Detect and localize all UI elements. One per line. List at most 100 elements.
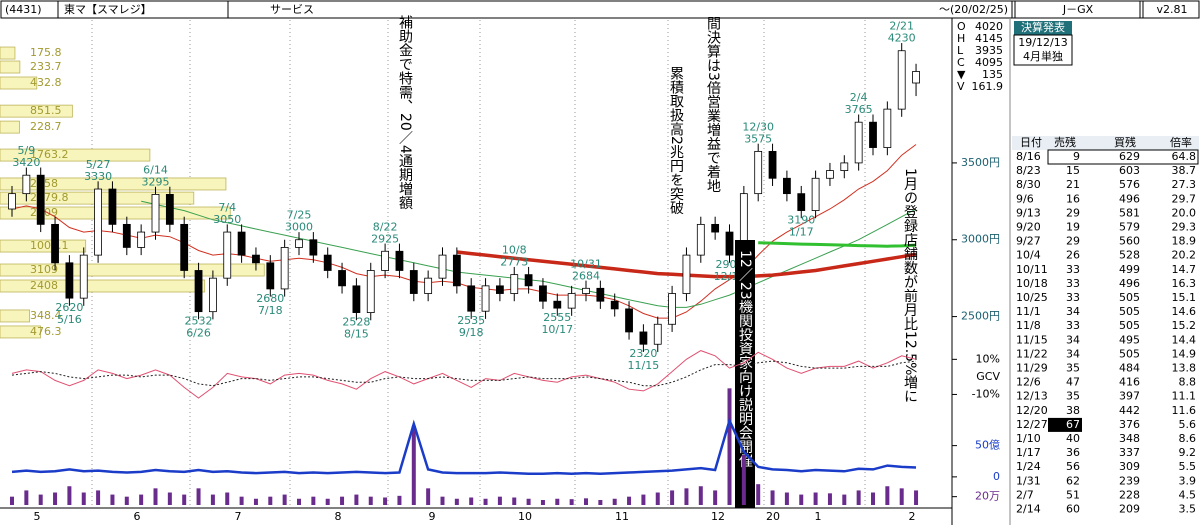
trough-price: 2535 xyxy=(457,314,485,327)
table-cell: 505 xyxy=(1119,347,1140,360)
volume-profile-label: 3109 xyxy=(30,263,58,276)
volume-profile-bar xyxy=(0,148,151,162)
candle-body xyxy=(79,254,88,299)
trough-date: 11/15 xyxy=(628,359,660,372)
x-tick-label: 2 xyxy=(909,510,916,523)
annotation: 12／23機関投資家向け説明会開催 xyxy=(737,250,753,468)
candle-body xyxy=(94,188,102,256)
volume-profile-label: 175.8 xyxy=(30,46,62,59)
candle-body xyxy=(481,285,490,312)
trough-date: 9/18 xyxy=(459,326,484,339)
x-tick-label: 5 xyxy=(34,510,41,523)
volume-profile-label: 233.7 xyxy=(30,60,62,73)
table-cell: 16 xyxy=(1066,192,1080,205)
candle-body xyxy=(36,174,45,225)
volume-bar xyxy=(584,498,588,505)
table-cell: 495 xyxy=(1119,333,1140,346)
volume-bar xyxy=(569,499,574,505)
peak-price: 3295 xyxy=(142,175,170,188)
table-cell: 11/29 xyxy=(1016,362,1048,375)
table-cell: 51 xyxy=(1066,488,1080,501)
volume-bar xyxy=(856,490,861,505)
table-cell: 12/27 xyxy=(1016,418,1048,431)
table-cell: 14.6 xyxy=(1172,305,1197,318)
table-cell: 40 xyxy=(1066,432,1080,445)
table-cell: 36 xyxy=(1066,446,1080,459)
candle-body xyxy=(137,231,146,248)
candle-body xyxy=(194,270,203,313)
table-cell: 33 xyxy=(1066,291,1080,304)
table-cell: 15.2 xyxy=(1172,319,1197,332)
table-cell: 8.8 xyxy=(1179,376,1197,389)
volume-profile-label: 228.7 xyxy=(30,120,62,133)
table-cell: 576 xyxy=(1119,178,1140,191)
table-cell: 209 xyxy=(1119,503,1140,516)
table-cell: 35 xyxy=(1066,390,1080,403)
candle-body xyxy=(553,300,562,309)
volume-bar xyxy=(67,486,72,505)
quote-value: 4145 xyxy=(975,32,1003,45)
y-tick-label: -10% xyxy=(972,387,1000,400)
volume-bar xyxy=(253,498,258,505)
y-tick-label: 3000円 xyxy=(961,233,1000,246)
candle-body xyxy=(22,174,31,195)
table-cell: 15 xyxy=(1066,164,1080,177)
oscillator-line xyxy=(11,350,917,399)
table-cell: 14.4 xyxy=(1172,333,1197,346)
earnings-basis: 4月単独 xyxy=(1023,49,1063,63)
quote-label: L xyxy=(957,44,964,57)
annotation: 間決算は3倍営業増益で着地 xyxy=(705,16,721,193)
table-header: 買残 xyxy=(1114,135,1136,149)
stock-name: 東マ【スマレジ】 xyxy=(64,3,152,16)
table-cell: 2/14 xyxy=(1016,503,1041,516)
table-cell: 10/11 xyxy=(1016,263,1048,276)
volume-bar xyxy=(340,496,345,505)
candle-body xyxy=(783,177,791,195)
table-cell: 309 xyxy=(1119,460,1140,473)
volume-profile-bar xyxy=(0,76,38,90)
y2-tick-label: 50億 xyxy=(975,439,1000,452)
candle-body xyxy=(151,194,160,233)
stock-code: (4431) xyxy=(5,3,42,16)
header-bar xyxy=(0,0,1200,19)
peak-price: 3330 xyxy=(84,170,112,183)
candle-body xyxy=(539,285,547,302)
turnover-label: V xyxy=(957,80,965,93)
peak-date: 7/4 xyxy=(218,201,236,214)
table-cell: 20.0 xyxy=(1172,206,1197,219)
earnings-box xyxy=(1013,34,1073,66)
table-cell: 10/18 xyxy=(1016,277,1048,290)
x-tick-label: 10 xyxy=(518,510,532,523)
volume-profile-label: 1008.1 xyxy=(30,239,69,252)
table-cell: 5.5 xyxy=(1179,460,1197,473)
table-cell: 14.7 xyxy=(1172,263,1197,276)
volume-profile-bar xyxy=(0,325,41,339)
table-cell: 12/13 xyxy=(1016,390,1048,403)
table-cell: 11/22 xyxy=(1016,347,1048,360)
table-cell: 18.9 xyxy=(1172,235,1197,248)
volume-profile-label: 2408 xyxy=(30,279,58,292)
table-cell: 29.7 xyxy=(1172,192,1197,205)
candle-body xyxy=(912,71,920,84)
x-tick-label: 9 xyxy=(429,510,436,523)
x-tick-label: 7 xyxy=(235,510,242,523)
volume-profile-bar xyxy=(0,46,16,60)
table-cell: 579 xyxy=(1119,221,1140,234)
table-cell: 60 xyxy=(1066,503,1080,516)
volume-bar xyxy=(239,496,244,505)
volume-bar xyxy=(124,496,129,505)
table-header: 日付 xyxy=(1020,136,1042,149)
change-value: 135 xyxy=(982,68,1003,81)
table-cell: 35 xyxy=(1066,362,1080,375)
table-cell: 499 xyxy=(1119,263,1140,276)
volume-bar xyxy=(899,488,904,505)
volume-bar xyxy=(24,490,29,505)
table-cell: 9/20 xyxy=(1016,221,1041,234)
volume-bar xyxy=(297,498,301,505)
table-cell: 20.2 xyxy=(1172,249,1197,262)
candle-body xyxy=(725,231,734,256)
quote-label: O xyxy=(957,20,966,33)
volume-bar xyxy=(325,498,330,505)
trough-date: 8/15 xyxy=(344,327,369,340)
